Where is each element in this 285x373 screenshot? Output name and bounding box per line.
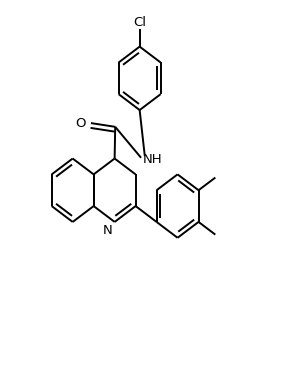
Text: O: O — [75, 117, 86, 129]
Text: N: N — [103, 224, 112, 237]
Text: NH: NH — [142, 153, 162, 166]
Text: Cl: Cl — [133, 16, 146, 29]
